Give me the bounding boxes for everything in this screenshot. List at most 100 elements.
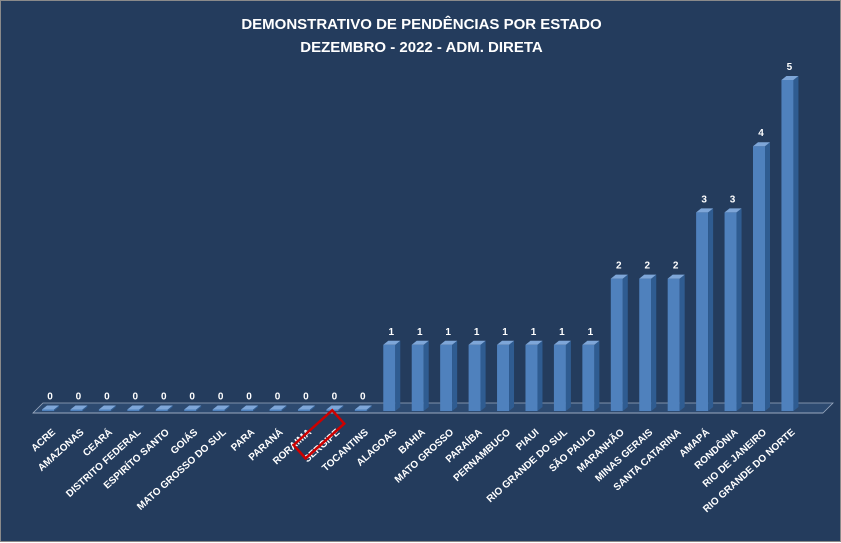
bar-front [42,409,54,411]
bar-side [224,405,230,411]
bar-top [127,405,145,410]
bar-top [354,405,372,410]
bar [553,340,571,411]
bar-side [253,405,259,411]
bar [525,340,543,411]
data-label: 0 [360,392,366,403]
data-labels-group: 0 0 0 0 0 0 0 0 0 0 0 0 1 1 1 1 1 1 1 1 2 2 2 3 3 4 5 [47,62,792,403]
data-label: 0 [246,392,252,403]
bar-top [667,274,685,279]
highlight-box [291,408,347,461]
bar-side [54,405,59,411]
bar [639,274,657,411]
bar-top [184,405,202,410]
bar-front [610,278,623,411]
bar-front [269,409,282,411]
bar-side [110,405,116,411]
bar-front [70,409,83,411]
bar-front [383,344,396,411]
bar-front [582,344,595,411]
bar-front [440,344,453,411]
bar [212,405,230,411]
bar-side [537,340,543,411]
bar-top [468,340,486,345]
bar-top [696,208,714,213]
data-label: 2 [673,261,679,272]
bar-side [594,340,600,411]
bar-top [383,340,401,345]
data-label: 0 [76,392,82,403]
bar-top [553,340,571,345]
bar-front [184,409,197,411]
bar-front [155,409,168,411]
data-label: 1 [531,327,537,338]
bar-front [639,278,652,411]
bar-side [423,340,429,411]
bar [297,405,315,411]
data-label: 3 [730,194,736,205]
bar-front [411,344,424,411]
bar-top [639,274,657,279]
bar-top [326,405,344,410]
bar-front [724,212,737,411]
bar-side [679,274,685,411]
bar-side [281,405,287,411]
bar-side [708,208,714,411]
bar-side [82,405,88,411]
bar-top [525,340,543,345]
data-label: 0 [332,392,338,403]
bar-top [70,405,88,410]
bar-side [452,340,458,411]
bar [696,208,714,411]
bar [667,274,685,411]
bar [781,76,799,411]
bar-side [309,405,315,411]
data-label: 1 [502,327,508,338]
bar-front [354,409,367,411]
bar-side [480,340,486,411]
bar-top [212,405,230,410]
bar-front [553,344,566,411]
bar-top [440,340,458,345]
bar [354,405,372,411]
bar-side [622,274,628,411]
bar [127,405,145,411]
bar-top [610,274,628,279]
data-label: 5 [787,62,793,73]
bar-front [781,80,794,411]
data-label: 0 [275,392,281,403]
chart-title: DEMONSTRATIVO DE PENDÊNCIAS POR ESTADO [241,16,602,33]
bar [497,340,515,411]
data-label: 4 [758,128,764,139]
bar-side [736,208,742,411]
data-label: 0 [218,392,224,403]
data-label: 1 [559,327,565,338]
bar-front [241,409,254,411]
bar [70,405,88,411]
bar-front [497,344,510,411]
bar-front [212,409,225,411]
data-label: 1 [445,327,451,338]
bar-front [297,409,310,411]
bar-side [338,405,344,411]
bar-side [651,274,657,411]
data-label: 2 [616,261,622,272]
data-label: 1 [417,327,423,338]
data-label: 0 [303,392,309,403]
bar-side [395,340,401,411]
bars-group [32,76,834,414]
bar [241,405,259,411]
bar-top [241,405,259,410]
bar-side [139,405,145,411]
bar-top [753,142,770,147]
data-label: 0 [189,392,195,403]
bar-top [582,340,600,345]
data-label: 0 [133,392,139,403]
bar-front [468,344,481,411]
bar-side [565,340,571,411]
bar [155,405,173,411]
bar-top [781,76,799,80]
